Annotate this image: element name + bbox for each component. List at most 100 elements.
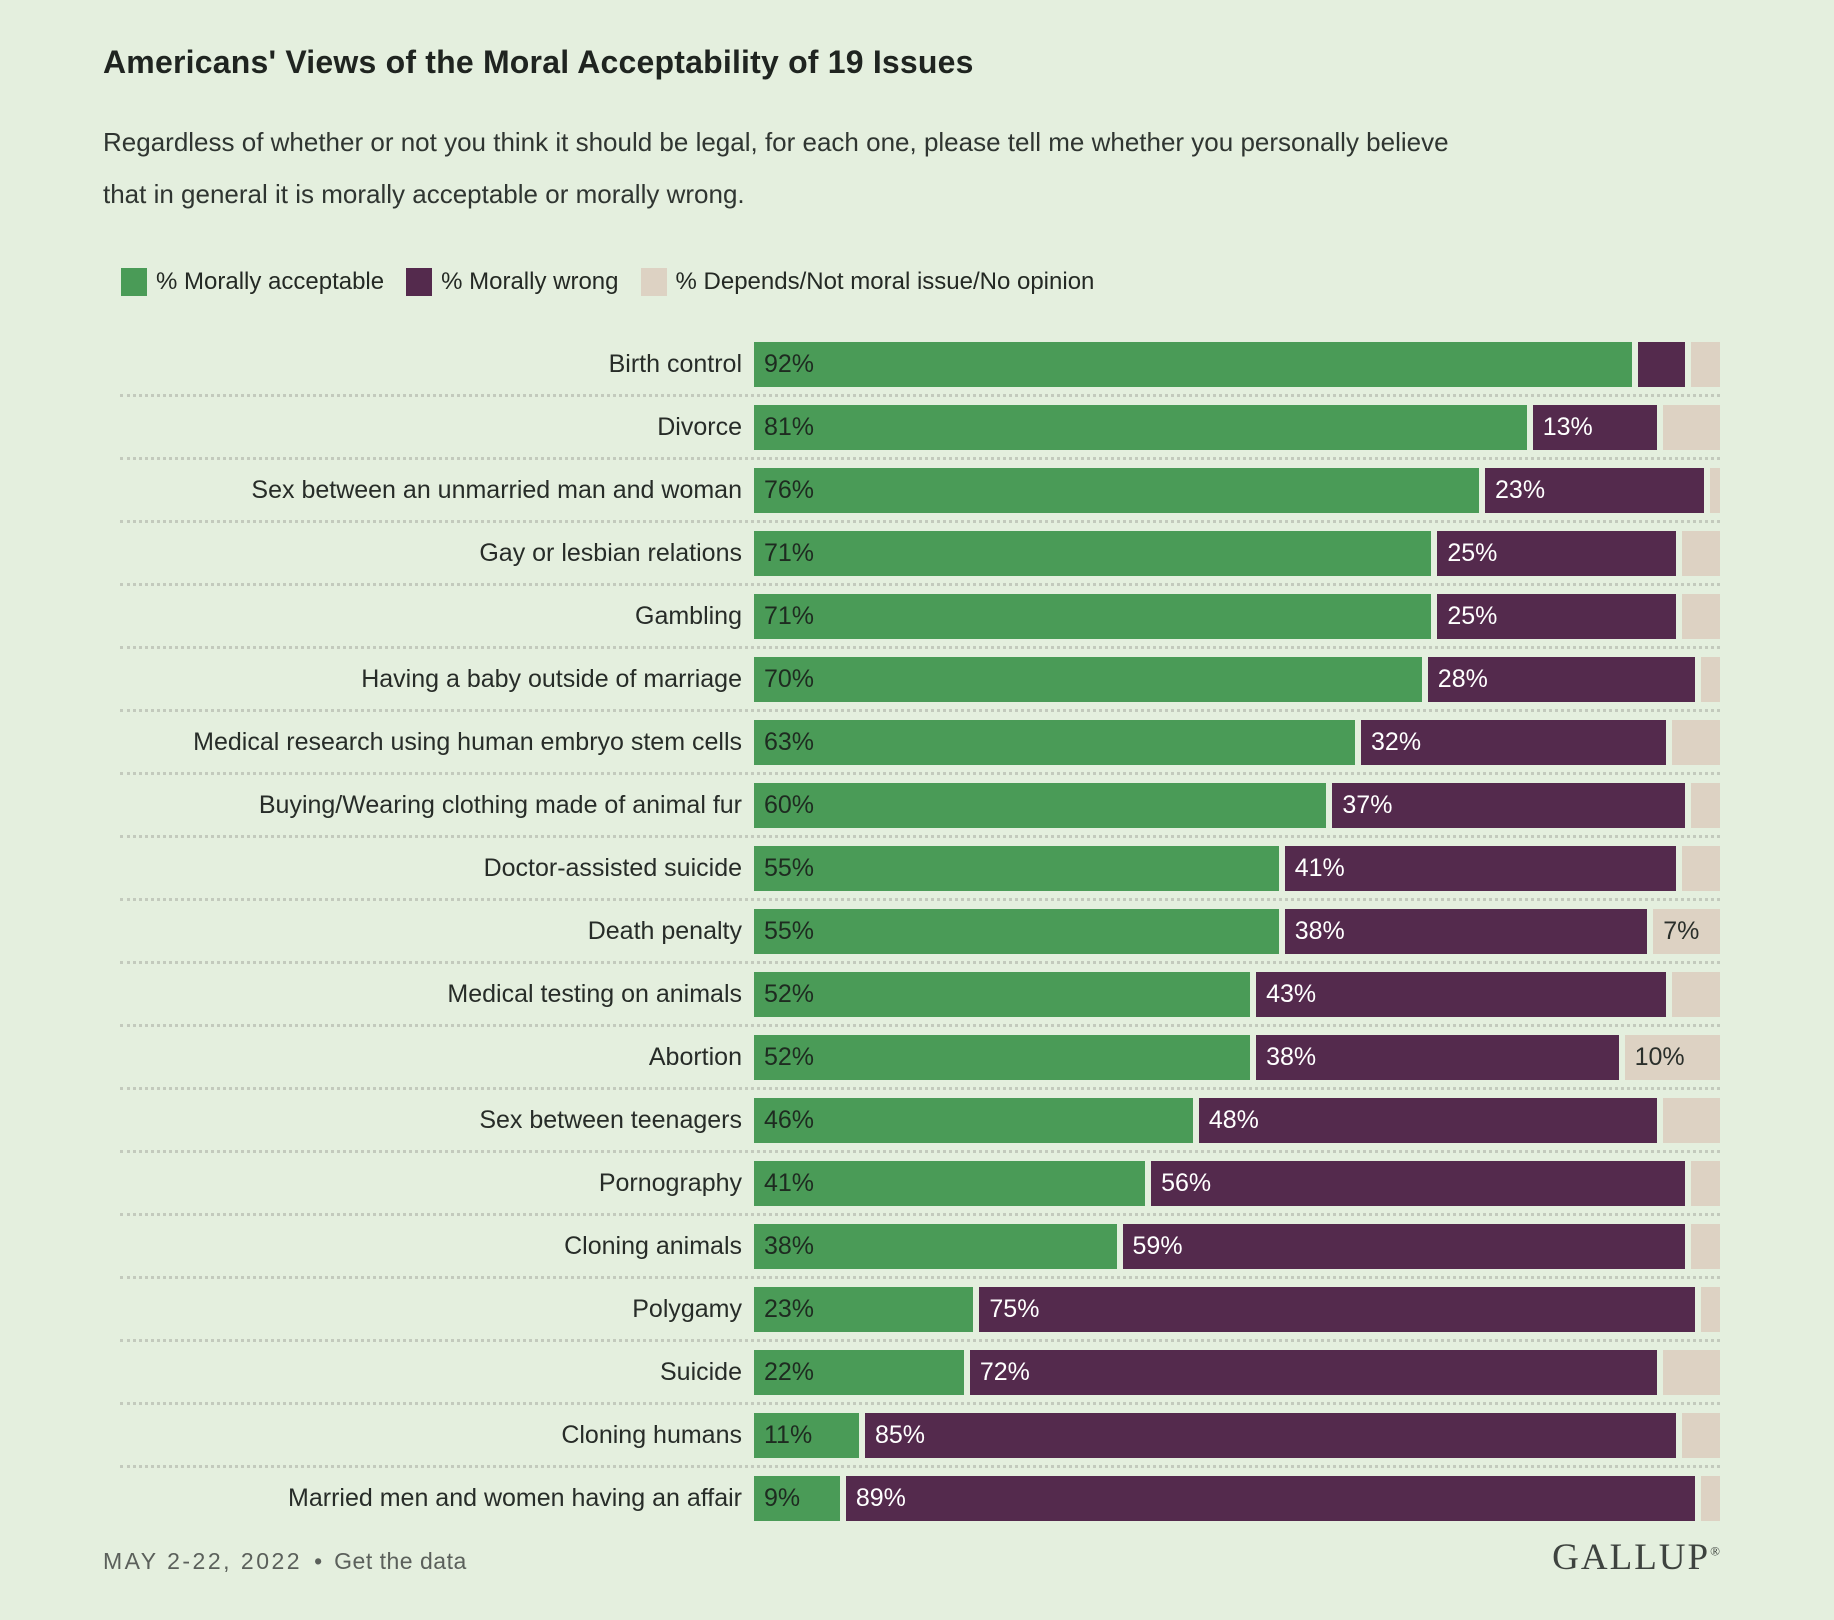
- segment-depends: [1662, 404, 1720, 450]
- bar-group: 46% 48%: [754, 1097, 1720, 1143]
- segment-wrong: 28%: [1427, 656, 1695, 702]
- value-label-acceptable: 22%: [764, 1357, 815, 1386]
- segment-wrong: 38%: [1256, 1034, 1619, 1080]
- legend-label-acceptable: % Morally acceptable: [156, 268, 385, 295]
- source-note: MAY 2-22, 2022 • Get the data: [103, 1548, 467, 1575]
- category-label: Abortion: [648, 1042, 742, 1071]
- category-label: Medical testing on animals: [447, 979, 742, 1008]
- segment-acceptable: 41%: [754, 1160, 1146, 1206]
- bar-group: 22% 72%: [754, 1349, 1720, 1395]
- value-label-wrong: 38%: [1294, 916, 1345, 945]
- get-the-data-link[interactable]: Get the data: [334, 1548, 467, 1574]
- segment-wrong: 13%: [1532, 404, 1657, 450]
- segment-wrong: 59%: [1122, 1223, 1686, 1269]
- value-label-acceptable: 70%: [764, 664, 815, 693]
- value-label-wrong: 85%: [874, 1420, 925, 1449]
- value-label-acceptable: 52%: [764, 1042, 815, 1071]
- value-label-acceptable: 46%: [764, 1105, 815, 1134]
- row-separator: [120, 961, 1720, 964]
- value-label-acceptable: 92%: [764, 349, 815, 378]
- category-label: Buying/Wearing clothing made of animal f…: [258, 790, 742, 819]
- segment-wrong: 72%: [969, 1349, 1657, 1395]
- row-separator: [120, 898, 1720, 901]
- bar-group: 71% 25%: [754, 530, 1720, 576]
- category-label: Married men and women having an affair: [288, 1483, 742, 1512]
- value-label-acceptable: 55%: [764, 916, 815, 945]
- chart-row: Married men and women having an affair 9%…: [103, 1468, 1720, 1528]
- bar-group: 52% 43%: [754, 971, 1720, 1017]
- row-separator: [120, 835, 1720, 838]
- value-label-acceptable: 52%: [764, 979, 815, 1008]
- row-separator: [120, 1150, 1720, 1153]
- row-separator: [120, 1024, 1720, 1027]
- legend: % Morally acceptable % Morally wrong % D…: [121, 268, 1720, 296]
- chart-row: Death penalty 55% 38% 7%: [103, 901, 1720, 961]
- value-label-depends: 10%: [1634, 1042, 1685, 1071]
- segment-wrong: 43%: [1256, 971, 1667, 1017]
- segment-depends: [1710, 467, 1720, 513]
- segment-wrong: 85%: [864, 1412, 1676, 1458]
- gallup-logo: GALLUP®: [1552, 1536, 1720, 1579]
- value-label-acceptable: 23%: [764, 1294, 815, 1323]
- category-label: Pornography: [598, 1168, 742, 1197]
- bar-group: 71% 25%: [754, 593, 1720, 639]
- chart-row: Abortion 52% 38% 10%: [103, 1027, 1720, 1087]
- segment-depends: [1672, 971, 1720, 1017]
- row-separator: [120, 1465, 1720, 1468]
- category-label: Suicide: [660, 1357, 742, 1386]
- segment-depends: [1691, 341, 1720, 387]
- segment-wrong: 25%: [1437, 530, 1676, 576]
- value-label-wrong: 37%: [1342, 790, 1393, 819]
- segment-acceptable: 71%: [754, 530, 1432, 576]
- segment-depends: 10%: [1624, 1034, 1720, 1080]
- row-separator: [120, 1087, 1720, 1090]
- segment-depends: [1681, 530, 1720, 576]
- bar-group: 55% 38% 7%: [754, 908, 1720, 954]
- segment-acceptable: 81%: [754, 404, 1527, 450]
- chart-row: Medical testing on animals 52% 43%: [103, 964, 1720, 1024]
- row-separator: [120, 646, 1720, 649]
- segment-depends: [1662, 1097, 1720, 1143]
- value-label-wrong: 59%: [1132, 1231, 1183, 1260]
- value-label-wrong: 75%: [989, 1294, 1040, 1323]
- segment-acceptable: 76%: [754, 467, 1480, 513]
- bar-group: 23% 75%: [754, 1286, 1720, 1332]
- chart-subtitle: Regardless of whether or not you think i…: [103, 127, 1449, 209]
- row-separator: [120, 772, 1720, 775]
- value-label-acceptable: 76%: [764, 475, 815, 504]
- segment-depends: [1691, 782, 1720, 828]
- row-separator: [120, 1213, 1720, 1216]
- row-separator: [120, 1276, 1720, 1279]
- segment-acceptable: 11%: [754, 1412, 859, 1458]
- value-label-wrong: 23%: [1495, 475, 1546, 504]
- row-separator: [120, 457, 1720, 460]
- chart-row: Doctor-assisted suicide 55% 41%: [103, 838, 1720, 898]
- category-label: Sex between teenagers: [479, 1105, 742, 1134]
- chart-row: Having a baby outside of marriage 70% 28%: [103, 649, 1720, 709]
- row-separator: [120, 1339, 1720, 1342]
- segment-depends: [1681, 845, 1720, 891]
- segment-wrong: 75%: [979, 1286, 1695, 1332]
- segment-wrong: 23%: [1485, 467, 1705, 513]
- value-label-acceptable: 63%: [764, 727, 815, 756]
- bar-group: 76% 23%: [754, 467, 1720, 513]
- bar-group: 41% 56%: [754, 1160, 1720, 1206]
- chart-row: Pornography 41% 56%: [103, 1153, 1720, 1213]
- value-label-wrong: 25%: [1447, 601, 1498, 630]
- segment-acceptable: 60%: [754, 782, 1327, 828]
- value-label-acceptable: 81%: [764, 412, 815, 441]
- value-label-wrong: 72%: [979, 1357, 1030, 1386]
- value-label-wrong: 41%: [1294, 853, 1345, 882]
- chart-row: Buying/Wearing clothing made of animal f…: [103, 775, 1720, 835]
- segment-wrong: [1637, 341, 1686, 387]
- segment-wrong: 32%: [1361, 719, 1667, 765]
- chart-row: Birth control 92%: [103, 334, 1720, 394]
- value-label-wrong: 25%: [1447, 538, 1498, 567]
- bar-group: 9% 89%: [754, 1475, 1720, 1521]
- bar-group: 38% 59%: [754, 1223, 1720, 1269]
- chart-row: Sex between teenagers 46% 48%: [103, 1090, 1720, 1150]
- row-separator: [120, 709, 1720, 712]
- value-label-depends: 7%: [1663, 916, 1700, 945]
- segment-acceptable: 63%: [754, 719, 1356, 765]
- bar-group: 70% 28%: [754, 656, 1720, 702]
